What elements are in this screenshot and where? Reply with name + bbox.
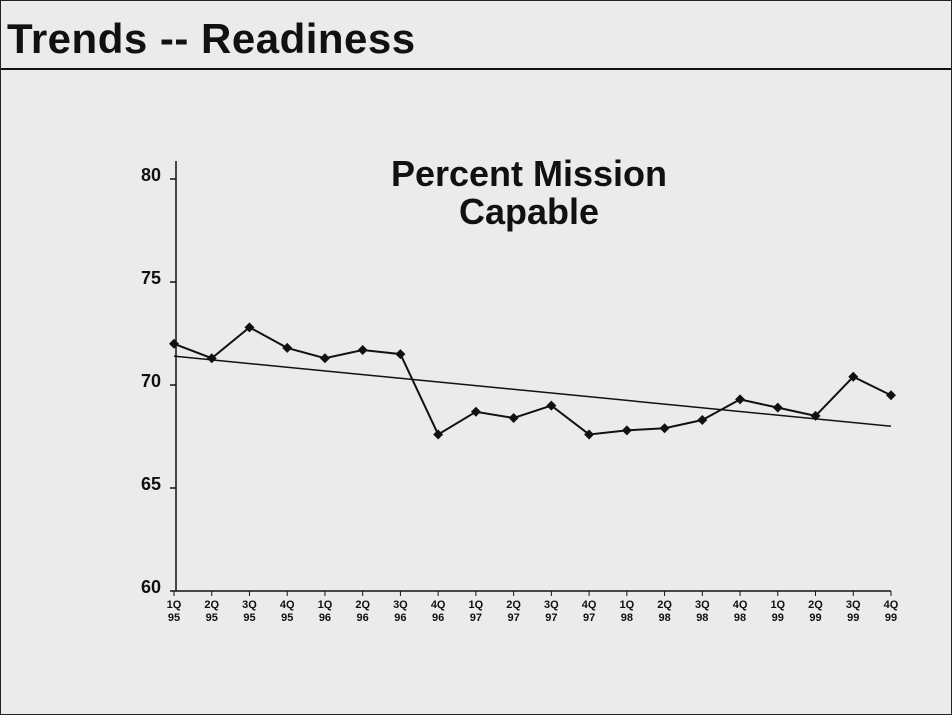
y-tick-label: 65 [140, 474, 161, 494]
x-tick-label: 3Q 97 [544, 599, 559, 624]
x-tick-label: 2Q 96 [355, 599, 371, 624]
marker [886, 390, 896, 401]
marker [282, 342, 293, 353]
marker [357, 344, 368, 355]
marker [772, 402, 783, 413]
marker [848, 371, 859, 382]
marker [735, 394, 746, 405]
marker [433, 429, 444, 440]
marker [546, 400, 557, 411]
marker [470, 406, 481, 417]
marker [508, 412, 519, 423]
marker [659, 423, 670, 434]
x-tick-label: 2Q 97 [506, 599, 521, 624]
slide-title: Trends -- Readiness [7, 15, 416, 62]
x-tick-label: 4Q 96 [430, 599, 446, 624]
y-tick-label: 80 [140, 165, 161, 185]
x-tick-label: 2Q 99 [808, 599, 823, 624]
marker [169, 338, 179, 349]
x-tick-label: 3Q 95 [242, 599, 257, 624]
marker [244, 322, 255, 333]
marker [395, 349, 406, 360]
x-tick-label: 1Q 97 [468, 599, 484, 624]
x-tick-label: 3Q 96 [393, 599, 408, 624]
marker [697, 415, 708, 426]
marker [319, 353, 330, 364]
x-tick-label: 4Q 98 [732, 599, 748, 624]
x-tick-label: 1Q 98 [619, 599, 635, 624]
y-tick-label: 60 [140, 577, 161, 597]
data-line [173, 326, 892, 436]
x-tick-label: 4Q 95 [279, 599, 295, 624]
x-tick-label: 2Q 98 [657, 599, 672, 624]
x-tick-label: 1Q 95 [166, 599, 182, 624]
x-tick-label: 2Q 95 [204, 599, 220, 624]
x-tick-label: 4Q 99 [883, 599, 899, 624]
x-tick-label: 1Q 99 [770, 599, 786, 624]
x-tick-label: 3Q 99 [845, 599, 861, 624]
x-tick-label: 1Q 96 [317, 599, 333, 624]
marker [584, 429, 595, 440]
trend-line [173, 355, 892, 427]
y-tick-label: 75 [140, 268, 161, 288]
y-tick-label: 70 [140, 371, 161, 391]
marker [621, 425, 632, 436]
x-tick-label: 4Q 97 [581, 599, 597, 624]
x-tick-label: 3Q 98 [694, 599, 710, 624]
chart-title: Percent Mission Capable [390, 153, 668, 232]
